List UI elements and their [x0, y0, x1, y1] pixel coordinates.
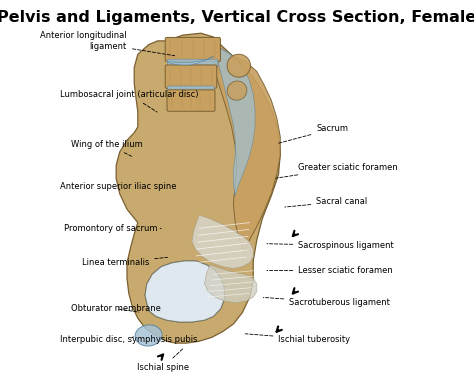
Polygon shape	[192, 215, 253, 268]
Text: Lesser sciatic foramen: Lesser sciatic foramen	[267, 266, 393, 275]
FancyBboxPatch shape	[168, 86, 214, 94]
Text: Linea terminalis: Linea terminalis	[82, 257, 167, 267]
Text: Obturator membrane: Obturator membrane	[71, 304, 161, 313]
Ellipse shape	[227, 81, 247, 100]
Polygon shape	[205, 265, 257, 303]
Text: Promontory of sacrum: Promontory of sacrum	[64, 224, 161, 233]
Text: Interpubic disc, symphysis pubis: Interpubic disc, symphysis pubis	[60, 335, 198, 344]
FancyBboxPatch shape	[167, 90, 215, 111]
Text: Sacrotuberous ligament: Sacrotuberous ligament	[263, 298, 390, 308]
FancyBboxPatch shape	[168, 59, 218, 67]
Text: Wing of the ilium: Wing of the ilium	[71, 140, 143, 156]
Text: Anterior superior iliac spine: Anterior superior iliac spine	[60, 182, 177, 191]
Text: Ischial tuberosity: Ischial tuberosity	[245, 334, 351, 344]
Text: Ischial spine: Ischial spine	[137, 349, 189, 372]
Text: Sacrospinous ligament: Sacrospinous ligament	[267, 241, 394, 250]
Text: Sacral canal: Sacral canal	[285, 197, 368, 207]
Polygon shape	[167, 56, 214, 65]
FancyBboxPatch shape	[165, 65, 217, 88]
Ellipse shape	[227, 54, 251, 77]
Polygon shape	[212, 41, 280, 251]
Text: Greater sciatic foramen: Greater sciatic foramen	[276, 163, 398, 178]
Polygon shape	[145, 261, 224, 322]
Text: Sacrum: Sacrum	[278, 124, 348, 144]
Polygon shape	[145, 261, 224, 322]
FancyBboxPatch shape	[165, 37, 220, 61]
Ellipse shape	[135, 325, 162, 346]
Text: Anterior longitudinal
ligament: Anterior longitudinal ligament	[40, 31, 175, 56]
Polygon shape	[217, 48, 255, 196]
Polygon shape	[116, 33, 280, 343]
Text: Pelvis and Ligaments, Vertical Cross Section, Female: Pelvis and Ligaments, Vertical Cross Sec…	[0, 10, 474, 25]
Text: Lumbosacral joint (articular disc): Lumbosacral joint (articular disc)	[60, 90, 199, 112]
